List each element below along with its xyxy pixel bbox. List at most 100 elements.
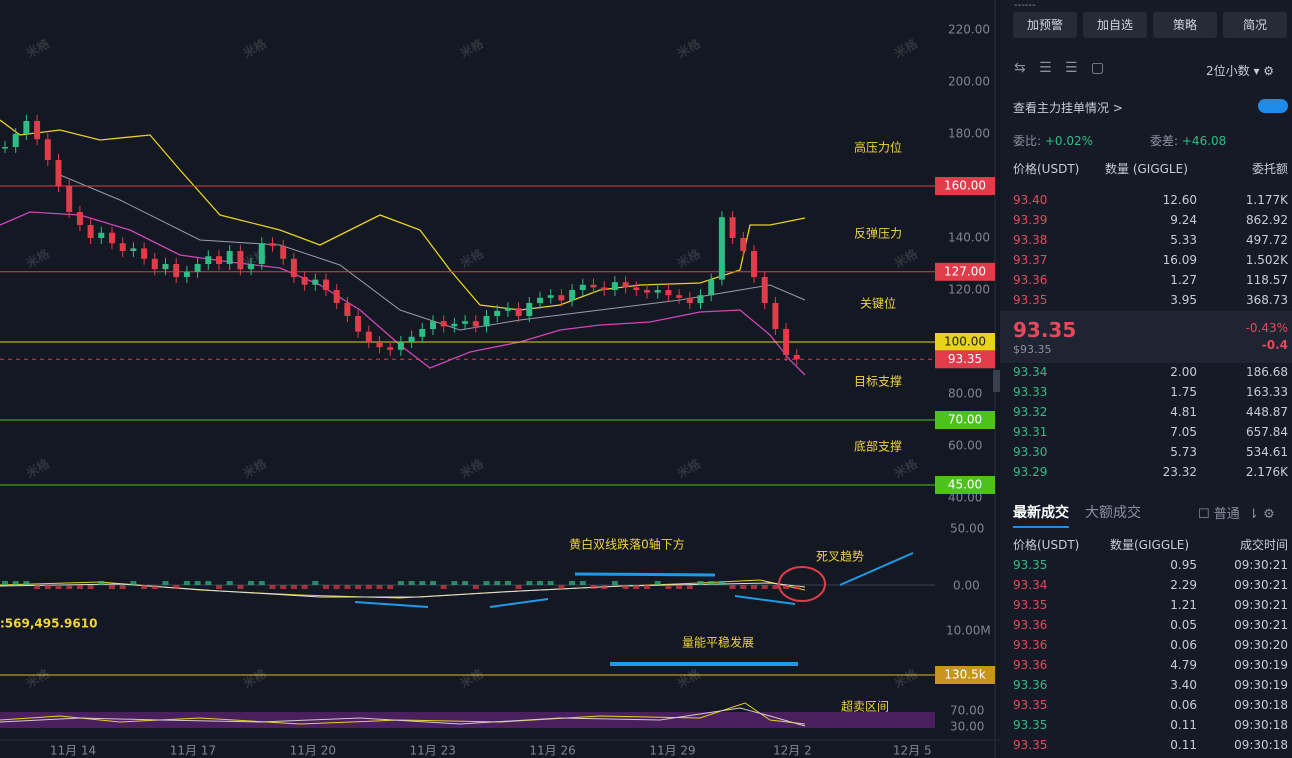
button[interactable]: 策略 — [1153, 12, 1217, 38]
arrow — [734, 595, 796, 605]
candle — [344, 303, 351, 316]
cell: 657.84 — [1246, 425, 1288, 439]
macd-bar — [686, 585, 693, 589]
macd-bar — [676, 585, 683, 589]
macd-bar — [537, 581, 543, 585]
level-tag-label: 100.00 — [944, 335, 986, 349]
decimal-text: 2位小数 — [1206, 64, 1250, 78]
candle — [419, 329, 426, 337]
toggle[interactable] — [1258, 99, 1288, 113]
cell: 93.37 — [1013, 253, 1048, 267]
vol-tag: 130.5k — [944, 668, 985, 682]
collapse-handle[interactable] — [993, 370, 1000, 392]
candle — [611, 282, 618, 290]
candle — [323, 279, 329, 290]
macd-bar — [601, 585, 608, 589]
macd-bar — [494, 581, 501, 585]
macd-bar — [183, 581, 190, 585]
column-header: 数量 (GIGGLE) — [1105, 162, 1188, 176]
macd-bar — [301, 585, 308, 589]
tab[interactable]: 最新成交 — [1013, 505, 1069, 521]
candle — [151, 258, 158, 270]
macd-bar — [34, 585, 41, 589]
last-price-tag — [935, 350, 995, 369]
macd-bar — [141, 585, 148, 589]
macd-bar — [344, 585, 351, 589]
candle — [34, 121, 41, 140]
candle — [173, 264, 180, 277]
cell: 534.61 — [1246, 445, 1288, 459]
vol-note: 量能平稳发展 — [682, 635, 754, 650]
candle — [301, 277, 308, 285]
column-header: 价格(USDT) — [1013, 538, 1080, 552]
view-icons[interactable]: ⇆ ☰ ☰ ▢ — [1014, 60, 1105, 76]
cell: 93.36 — [1013, 273, 1048, 287]
macd-bar — [226, 581, 233, 585]
macd-bar — [76, 585, 83, 589]
candle — [676, 295, 683, 298]
macd-bar — [472, 585, 479, 589]
cell: 1.75 — [1170, 385, 1197, 399]
macd-bar — [772, 585, 779, 589]
trade-cell: 93.36 — [1013, 638, 1048, 652]
rsi-line — [0, 702, 806, 725]
level-note: 关键位 — [860, 296, 896, 311]
cell: 862.92 — [1246, 213, 1288, 227]
trade-cell: 93.35 — [1013, 738, 1048, 752]
macd-bar — [151, 585, 158, 589]
candle — [718, 217, 725, 280]
macd-dea — [0, 582, 806, 598]
level-note: 目标支撑 — [854, 374, 902, 389]
last-price-box — [1000, 311, 1292, 363]
trade-cell: 3.40 — [1170, 678, 1197, 692]
x-tick-label: 11月 20 — [290, 744, 336, 758]
macd-bar — [751, 585, 757, 589]
macd-bar — [55, 585, 62, 589]
macd-bar — [87, 585, 94, 589]
candle — [365, 331, 372, 342]
tab[interactable]: 大额成交 — [1085, 505, 1141, 521]
button[interactable]: 加自选 — [1083, 12, 1147, 38]
macd-bar — [109, 585, 115, 589]
vol-label: :569,495.9610 — [0, 617, 97, 631]
level-tag-label: 45.00 — [948, 478, 982, 492]
macd-bar — [130, 581, 137, 585]
rsi-band — [0, 712, 935, 728]
level-note: 底部支撑 — [854, 439, 902, 454]
level-tag-label: 127.00 — [944, 264, 986, 278]
arrow — [839, 552, 914, 586]
macd-bar — [12, 581, 19, 585]
last-price-tag-label: 93.35 — [948, 352, 982, 366]
candle — [793, 355, 800, 360]
candle — [729, 217, 736, 238]
cell: 93.30 — [1013, 445, 1048, 459]
candle — [751, 251, 757, 277]
macd-bar — [526, 581, 533, 585]
candle — [622, 282, 629, 288]
macd-bar — [2, 581, 8, 585]
macd-bar — [622, 585, 629, 589]
y-tick-label: 220.00 — [948, 23, 990, 37]
trade-cell: 09:30:18 — [1234, 718, 1288, 732]
macd-bar — [783, 585, 790, 589]
button[interactable]: 加预警 — [1013, 12, 1077, 38]
cell: 93.29 — [1013, 465, 1048, 479]
boll-lower — [0, 211, 806, 376]
main-force-link[interactable]: 查看主力挂单情况 > — [1013, 101, 1123, 115]
trade-cell: 93.35 — [1013, 698, 1048, 712]
candle — [141, 248, 148, 259]
level-tag — [935, 333, 995, 351]
diff-value: +46.08 — [1181, 134, 1227, 148]
candle — [258, 243, 265, 264]
button[interactable]: 简况 — [1223, 12, 1287, 38]
decimal-select[interactable]: 2位小数 ▾ ⚙ — [1206, 64, 1275, 78]
trade-cell: 09:30:18 — [1234, 698, 1288, 712]
trade-cell: 93.34 — [1013, 578, 1048, 592]
macd-bar — [611, 581, 618, 585]
macd-bar — [708, 581, 715, 585]
macd-note: 黄白双线跌落0轴下方 — [569, 537, 685, 552]
boll-upper — [0, 119, 806, 311]
macd-bar — [793, 585, 800, 589]
last-price: 93.35 — [1013, 318, 1077, 342]
